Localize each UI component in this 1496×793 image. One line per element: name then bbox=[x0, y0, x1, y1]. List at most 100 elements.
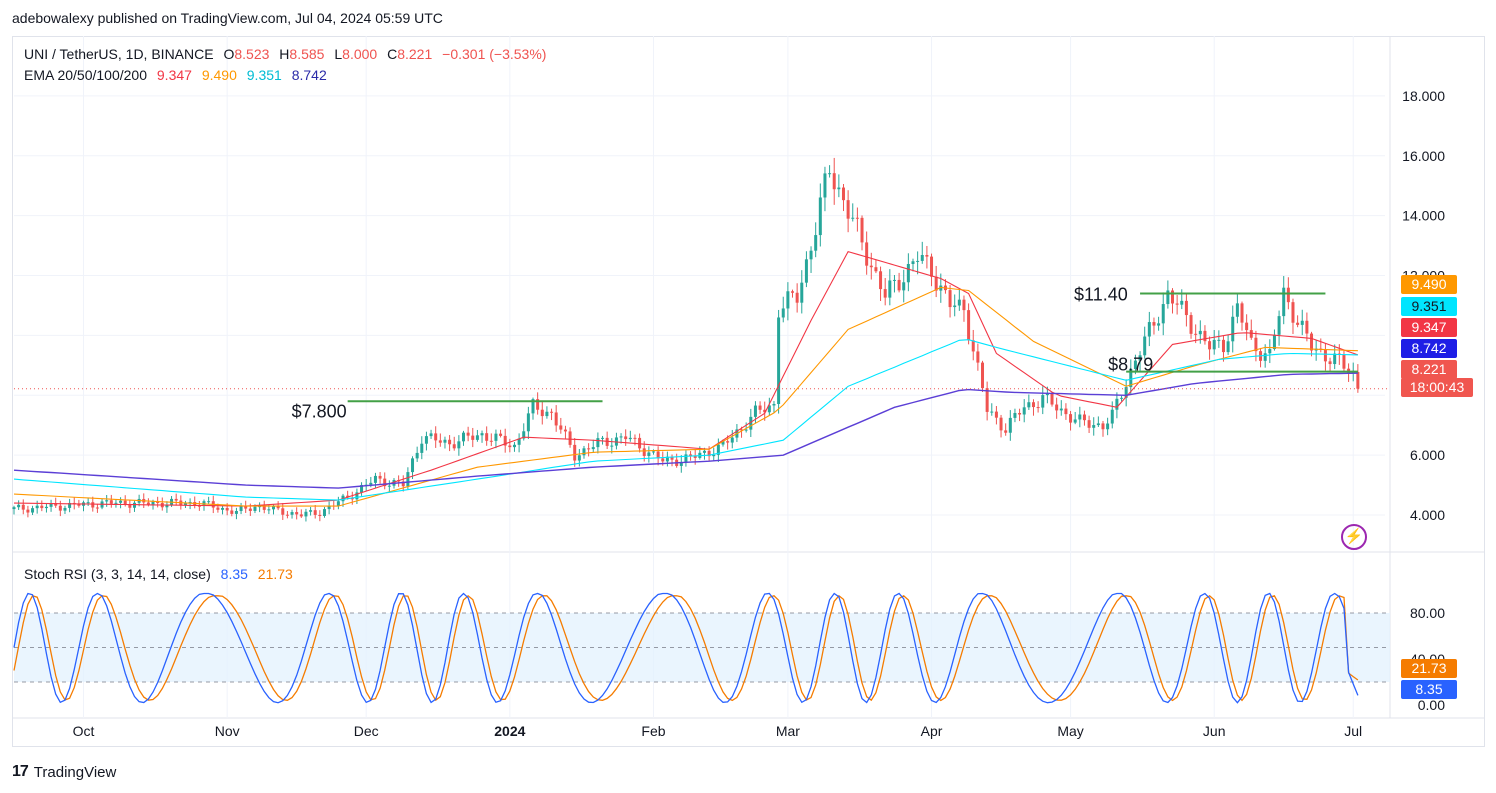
candle-body bbox=[647, 452, 651, 456]
candle-body bbox=[1212, 339, 1216, 350]
candle-body bbox=[1254, 337, 1258, 352]
candle-body bbox=[1078, 414, 1082, 420]
stoch-tick-label: 80.00 bbox=[1410, 605, 1445, 621]
candle-body bbox=[619, 436, 623, 438]
candle-body bbox=[522, 431, 526, 439]
candle-body bbox=[91, 502, 95, 508]
open-value: 8.523 bbox=[234, 46, 270, 62]
level-label: $7.800 bbox=[292, 401, 347, 421]
candle-body bbox=[920, 254, 924, 261]
footer-brand[interactable]: 17 TradingView bbox=[12, 763, 116, 781]
candle-body bbox=[740, 429, 744, 431]
candle-body bbox=[1296, 322, 1300, 325]
candle-body bbox=[253, 506, 257, 511]
candle-body bbox=[434, 433, 438, 441]
candle-body bbox=[508, 445, 512, 448]
candle-body bbox=[234, 510, 238, 514]
candle-body bbox=[322, 509, 326, 516]
ema50-price-tag: 9.490 bbox=[1401, 275, 1457, 294]
candle-body bbox=[624, 436, 628, 440]
ema-legend[interactable]: EMA 20/50/100/200 9.347 9.490 9.351 8.74… bbox=[24, 67, 327, 83]
candle-body bbox=[582, 448, 586, 456]
symbol-legend[interactable]: UNI / TetherUS, 1D, BINANCE O8.523 H8.58… bbox=[24, 46, 546, 62]
ema20-line bbox=[13, 250, 1359, 507]
candle-body bbox=[846, 200, 850, 219]
candle-body bbox=[628, 437, 632, 440]
ema-lines bbox=[13, 250, 1359, 507]
candle-body bbox=[336, 501, 340, 506]
candle-body bbox=[1124, 387, 1128, 398]
candle-body bbox=[443, 439, 447, 443]
candle-body bbox=[1235, 303, 1239, 317]
candle-body bbox=[1087, 420, 1091, 428]
candle-body bbox=[1129, 368, 1133, 388]
candle-body bbox=[1342, 354, 1346, 369]
candle-body bbox=[123, 500, 127, 505]
candle-body bbox=[679, 461, 683, 466]
candle-body bbox=[953, 305, 957, 308]
stoch-legend[interactable]: Stoch RSI (3, 3, 14, 14, close) 8.35 21.… bbox=[24, 566, 293, 582]
candle-body bbox=[948, 290, 952, 308]
candle-body bbox=[596, 438, 600, 448]
candle-body bbox=[1208, 341, 1212, 350]
stoch-lines bbox=[13, 592, 1359, 704]
stoch-k-tag: 8.35 bbox=[1401, 680, 1457, 699]
candle-body bbox=[638, 437, 642, 449]
candle-body bbox=[851, 217, 855, 219]
last-price-tag: 8.221 bbox=[1401, 360, 1457, 379]
candle-body bbox=[744, 429, 748, 431]
candle-body bbox=[1310, 333, 1314, 351]
candle-body bbox=[165, 504, 169, 508]
candle-body bbox=[1272, 334, 1276, 350]
candle-body bbox=[1356, 371, 1360, 389]
candle-body bbox=[438, 440, 442, 443]
chart-frame[interactable] bbox=[12, 36, 1485, 747]
candle-body bbox=[869, 265, 873, 268]
candle-body bbox=[1041, 395, 1045, 408]
stoch-k-line bbox=[13, 592, 1359, 704]
candle-body bbox=[1226, 341, 1230, 353]
candle-body bbox=[1147, 322, 1151, 337]
brand-name: TradingView bbox=[33, 763, 117, 781]
candle-body bbox=[610, 445, 614, 447]
candle-body bbox=[656, 451, 660, 459]
candle-body bbox=[661, 458, 665, 462]
candle-body bbox=[651, 451, 655, 453]
y-tick-label: 6.000 bbox=[1410, 447, 1445, 463]
x-tick-label: Jun bbox=[1203, 723, 1226, 739]
candle-body bbox=[21, 504, 25, 510]
candle-body bbox=[1050, 393, 1054, 405]
candle-body bbox=[577, 455, 581, 461]
x-tick-label: May bbox=[1057, 723, 1083, 739]
candle-body bbox=[239, 505, 243, 511]
candle-body bbox=[1152, 322, 1156, 326]
candle-body bbox=[999, 417, 1003, 431]
candle-body bbox=[132, 502, 136, 508]
candle-body bbox=[642, 448, 646, 456]
candle-body bbox=[1013, 412, 1017, 418]
ema20-price-tag: 9.347 bbox=[1401, 318, 1457, 337]
candle-body bbox=[1064, 408, 1068, 415]
candle-body bbox=[383, 478, 387, 487]
candle-body bbox=[781, 308, 785, 318]
candle-body bbox=[911, 261, 915, 264]
published-caption: adebowalexy published on TradingView.com… bbox=[12, 10, 443, 26]
candle-body bbox=[471, 435, 475, 440]
candle-body bbox=[906, 263, 910, 283]
candle-body bbox=[777, 317, 781, 405]
candle-body bbox=[837, 187, 841, 190]
y-tick-label: 16.000 bbox=[1402, 148, 1445, 164]
candle-body bbox=[77, 504, 81, 506]
candle-body bbox=[1268, 349, 1272, 354]
lightning-icon[interactable]: ⚡ bbox=[1341, 524, 1367, 550]
candle-body bbox=[1101, 423, 1105, 430]
grid-lines bbox=[12, 36, 1485, 719]
low-label: L bbox=[334, 46, 343, 62]
candle-body bbox=[795, 292, 799, 303]
high-label: H bbox=[279, 46, 290, 62]
candle-body bbox=[299, 514, 303, 517]
candle-body bbox=[318, 514, 322, 516]
candle-body bbox=[480, 433, 484, 436]
candle-body bbox=[35, 505, 39, 509]
